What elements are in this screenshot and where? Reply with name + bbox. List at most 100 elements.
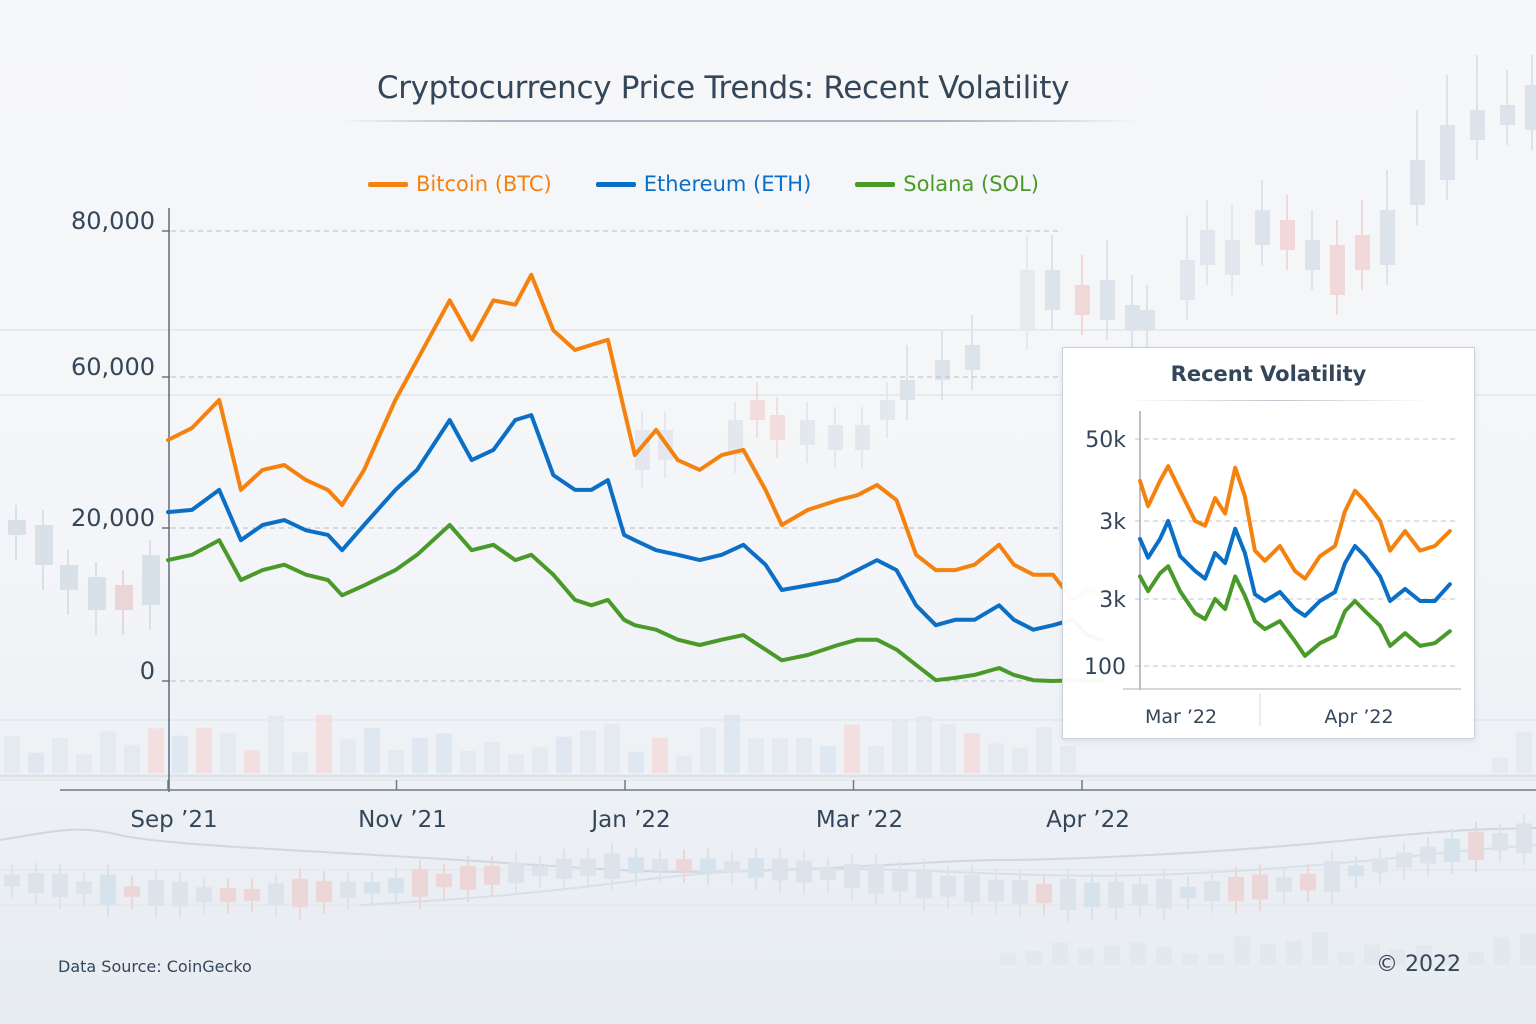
- bg-candle: [268, 883, 284, 906]
- bg-candle: [855, 425, 870, 450]
- bg-candle: [940, 875, 956, 897]
- bg-volume-bar: [772, 738, 788, 773]
- bg-volume-bar: [1036, 727, 1052, 773]
- legend-item-btc[interactable]: Bitcoin (BTC): [368, 172, 552, 196]
- bg-candle: [964, 874, 980, 903]
- bg-candle: [412, 869, 428, 897]
- bg-volume-bar: [652, 737, 668, 773]
- bg-candle: [172, 881, 188, 907]
- bg-candle: [76, 881, 92, 895]
- legend-label-sol: Solana (SOL): [903, 172, 1039, 196]
- bg-candle: [1228, 876, 1244, 902]
- bg-candle: [52, 873, 68, 897]
- bg-volume-bar: [748, 738, 764, 773]
- bg-candle: [828, 425, 843, 450]
- bg-candle: [772, 858, 788, 881]
- bg-candle: [1355, 235, 1370, 270]
- legend-swatch-btc: [368, 181, 408, 187]
- bg-candle: [244, 888, 260, 901]
- bg-volume-bar: [508, 754, 524, 773]
- bg-candle: [436, 873, 452, 888]
- bg-candle: [220, 888, 236, 902]
- bg-volume-bar: [268, 715, 284, 773]
- bg-candle: [676, 859, 692, 872]
- bg-volume-bar: [988, 743, 1004, 773]
- bg-volume-bar: [148, 728, 164, 773]
- bg-volume-bar: [1338, 952, 1354, 965]
- bg-candle: [1348, 865, 1364, 877]
- legend-item-sol[interactable]: Solana (SOL): [855, 172, 1039, 196]
- legend-swatch-sol: [855, 181, 896, 187]
- series-line-btc: [166, 272, 1104, 602]
- bg-volume-bar: [76, 754, 92, 773]
- bg-candle: [1225, 240, 1240, 275]
- x-tick-label: Sep ’21: [130, 807, 217, 833]
- legend: Bitcoin (BTC) Ethereum (ETH) Solana (SOL…: [368, 172, 1039, 196]
- series-line-sol: [166, 523, 1104, 683]
- inset-y-tick-label: 100: [1084, 655, 1126, 680]
- bg-candle: [484, 865, 500, 885]
- title-divider: [340, 120, 1140, 122]
- bg-candle: [728, 420, 743, 455]
- bg-volume-bar: [100, 731, 116, 773]
- y-tick-label: 20,000: [71, 504, 155, 532]
- bg-candle: [316, 881, 332, 903]
- bg-volume-bar: [292, 752, 308, 773]
- bg-candle: [1440, 125, 1455, 180]
- bg-candle: [292, 878, 308, 908]
- bg-candle: [60, 565, 78, 590]
- bg-candle: [4, 874, 20, 887]
- bg-candle: [124, 886, 140, 897]
- bg-candle: [1036, 883, 1052, 904]
- bg-candle: [748, 858, 764, 878]
- bg-volume-bar: [460, 751, 476, 773]
- bg-volume-bar: [220, 732, 236, 773]
- bg-volume-bar: [316, 714, 332, 773]
- bg-candle: [1444, 838, 1460, 862]
- data-source: Data Source: CoinGecko: [58, 957, 252, 976]
- bg-volume-bar: [1182, 954, 1198, 965]
- legend-swatch-eth: [595, 181, 636, 187]
- inset-title-divider: [1123, 400, 1433, 401]
- bg-candle: [1468, 831, 1484, 861]
- bg-candle: [820, 867, 836, 881]
- bg-candle: [460, 865, 476, 890]
- bg-volume-bar: [4, 735, 20, 773]
- bg-candle: [1125, 305, 1140, 330]
- bg-candle: [1516, 823, 1532, 854]
- bg-volume-bar: [1312, 932, 1328, 965]
- bg-candle: [1305, 240, 1320, 270]
- bg-candle: [724, 861, 740, 872]
- bg-volume-bar: [868, 745, 884, 773]
- bg-candle: [364, 882, 380, 894]
- bg-volume-bar: [556, 736, 572, 773]
- bg-candle: [142, 555, 160, 605]
- bg-candle: [1200, 230, 1215, 265]
- inset-y-tick-label: 50k: [1085, 428, 1126, 453]
- bg-candle: [1276, 877, 1292, 892]
- bg-volume-bar: [28, 752, 44, 773]
- bg-volume-bar: [916, 716, 932, 773]
- bg-candle: [1100, 280, 1115, 320]
- bg-candle: [1012, 880, 1028, 905]
- bg-candle: [916, 869, 932, 899]
- bg-candle: [100, 874, 116, 905]
- bg-candle: [532, 865, 548, 876]
- x-tick-label: Nov ’21: [358, 807, 447, 833]
- bg-candle: [800, 420, 815, 445]
- legend-item-eth[interactable]: Ethereum (ETH): [595, 172, 811, 196]
- inset-y-tick-label: 3k: [1099, 510, 1126, 535]
- bg-volume-bar: [1390, 949, 1406, 965]
- y-tick-label: 60,000: [71, 353, 155, 381]
- bg-candle: [1470, 110, 1485, 140]
- inset-y-tick-label: 3k: [1099, 588, 1126, 613]
- bg-volume-bar: [1060, 745, 1076, 773]
- bg-candle: [556, 858, 572, 879]
- bg-candle: [868, 863, 884, 894]
- bg-candle: [1525, 85, 1536, 130]
- bg-volume-bar: [844, 724, 860, 773]
- inset-chart-panel: Recent Volatility 100 3k 3k 50k Mar ’22 Apr ’…: [1062, 347, 1475, 739]
- bg-candle: [892, 871, 908, 892]
- bg-candle: [1140, 310, 1155, 330]
